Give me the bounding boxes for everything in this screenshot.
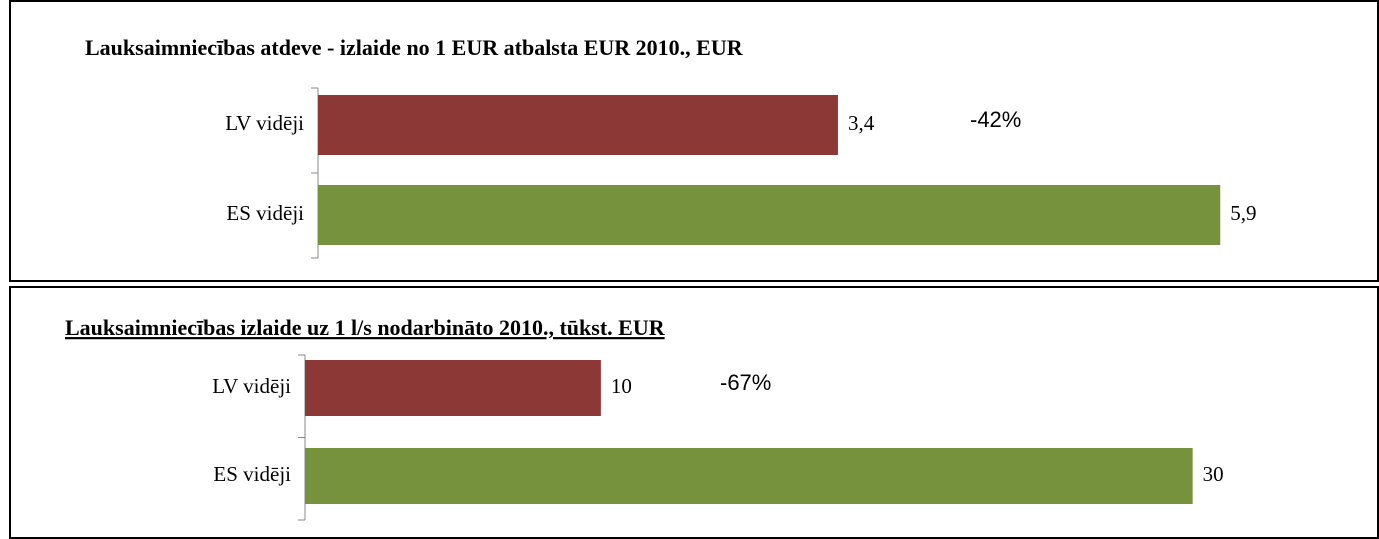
bar (318, 185, 1221, 245)
bar (318, 95, 838, 155)
value-label: 10 (611, 374, 632, 398)
chart-frame (9, 286, 1379, 539)
chart-frame (9, 0, 1379, 282)
bar (305, 448, 1193, 504)
category-label: LV vidēji (225, 111, 304, 135)
annotation: -67% (720, 370, 771, 395)
value-label: 5,9 (1230, 201, 1256, 225)
category-label: ES vidēji (226, 201, 304, 225)
value-label: 30 (1203, 462, 1224, 486)
bar (305, 360, 601, 416)
chart-title: Lauksaimniecības izlaide uz 1 l/s nodarb… (65, 315, 666, 340)
category-label: ES vidēji (213, 462, 291, 486)
value-label: 3,4 (848, 111, 875, 135)
chart-title: Lauksaimniecības atdeve - izlaide no 1 E… (85, 35, 744, 60)
category-label: LV vidēji (212, 374, 291, 398)
annotation: -42% (970, 107, 1021, 132)
